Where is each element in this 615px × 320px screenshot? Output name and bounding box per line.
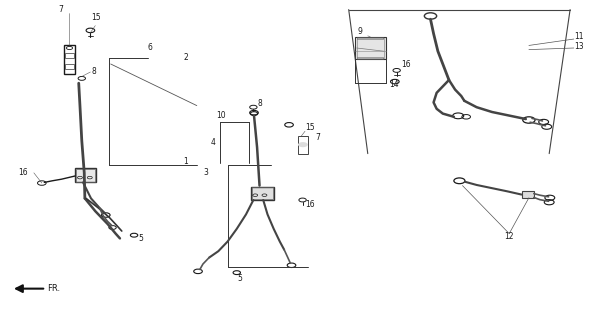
Bar bbox=[251, 187, 274, 200]
Text: 13: 13 bbox=[574, 42, 584, 51]
Text: 1: 1 bbox=[183, 157, 188, 166]
Text: 7: 7 bbox=[58, 5, 63, 14]
Text: 11: 11 bbox=[574, 32, 584, 41]
Bar bbox=[76, 169, 95, 182]
Bar bbox=[252, 187, 273, 199]
Text: 16: 16 bbox=[306, 200, 315, 209]
Bar bbox=[357, 57, 383, 59]
Text: 14: 14 bbox=[389, 80, 399, 89]
Text: 8: 8 bbox=[91, 68, 96, 76]
Text: 3: 3 bbox=[203, 168, 208, 177]
Bar bbox=[298, 136, 308, 154]
Text: 7: 7 bbox=[315, 133, 320, 142]
Bar bbox=[355, 37, 386, 59]
Text: FR.: FR. bbox=[47, 284, 60, 293]
Text: 8: 8 bbox=[257, 100, 262, 108]
Bar bbox=[65, 64, 74, 69]
Bar bbox=[357, 37, 383, 39]
Text: 12: 12 bbox=[504, 232, 514, 241]
Text: 10: 10 bbox=[216, 111, 226, 120]
Text: 15: 15 bbox=[91, 13, 101, 22]
Bar bbox=[65, 53, 74, 58]
Bar bbox=[522, 191, 534, 198]
Text: 5: 5 bbox=[237, 274, 242, 283]
Bar bbox=[64, 45, 75, 74]
Bar bbox=[75, 168, 96, 182]
Text: 9: 9 bbox=[358, 28, 363, 36]
Text: 16: 16 bbox=[18, 168, 28, 177]
Bar bbox=[357, 38, 384, 58]
Text: 2: 2 bbox=[183, 53, 188, 62]
Text: 4: 4 bbox=[210, 138, 215, 147]
Text: 16: 16 bbox=[401, 60, 411, 69]
Text: 15: 15 bbox=[305, 123, 315, 132]
Text: 6: 6 bbox=[148, 44, 153, 52]
Circle shape bbox=[298, 142, 308, 147]
Text: 5: 5 bbox=[138, 234, 143, 243]
